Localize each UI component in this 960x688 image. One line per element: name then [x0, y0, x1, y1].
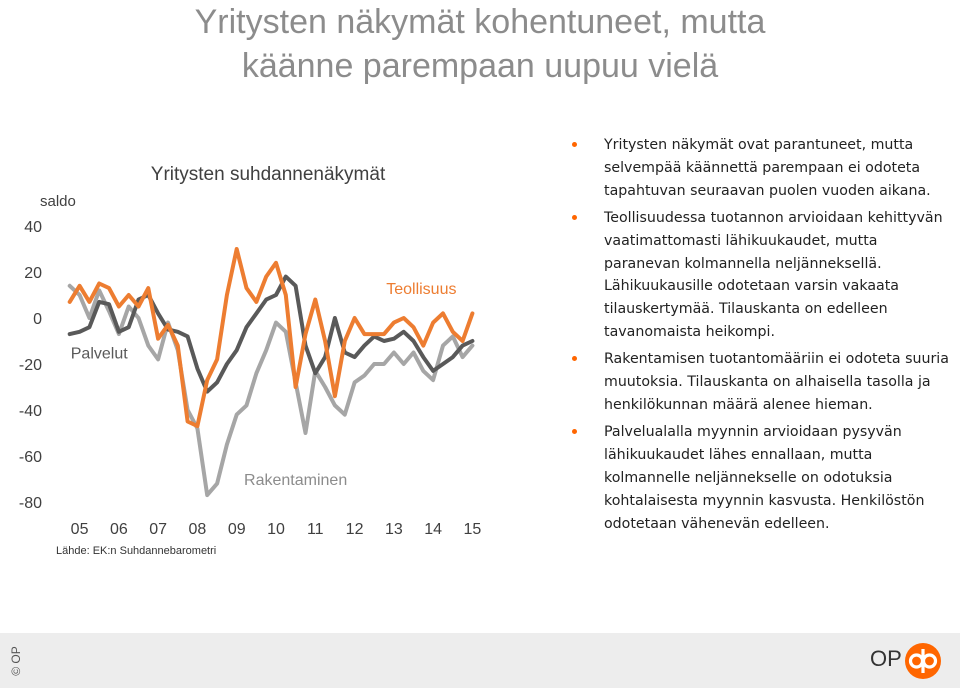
x-tick-label: 06 — [110, 521, 128, 538]
x-tick-label: 09 — [228, 521, 246, 538]
x-tick-label: 07 — [149, 521, 167, 538]
y-tick-label: -40 — [19, 403, 42, 420]
bullet-dot-icon — [572, 428, 577, 434]
y-tick-label: -60 — [19, 449, 42, 466]
bullet-text: Palvelualalla myynnin arvioidaan pysyvän… — [604, 423, 925, 532]
annotation-teollisuus: Teollisuus — [386, 281, 456, 298]
x-tick-label: 11 — [307, 521, 324, 538]
chart-title: Yritysten suhdannenäkymät — [151, 164, 386, 185]
bullet-text: Yritysten näkymät ovat parantuneet, mutt… — [604, 137, 931, 199]
series-line-teollisuus — [67, 247, 475, 429]
y-tick-label: 0 — [33, 311, 42, 328]
y-tick-label: 20 — [24, 265, 42, 282]
chart-source: Lähde: EK:n Suhdannebarometri — [56, 545, 216, 557]
y-tick-label: -80 — [19, 495, 42, 512]
annotation-palvelut: Palvelut — [71, 346, 128, 363]
x-tick-label: 08 — [189, 521, 207, 538]
x-tick-label: 10 — [267, 521, 285, 538]
footer-bar — [0, 633, 960, 688]
copyright-mark: © OP — [9, 646, 24, 676]
x-tick-label: 12 — [346, 521, 364, 538]
x-tick-label: 05 — [71, 521, 89, 538]
y-tick-label: 40 — [24, 219, 42, 236]
y-axis-ticks: 40 20 0 -20 -40 -60 -80 — [19, 219, 42, 512]
annotation-rakentaminen: Rakentaminen — [244, 472, 347, 489]
y-tick-label: -20 — [19, 357, 42, 374]
slide-title: Yritysten näkymät kohentuneet, mutta kää… — [60, 0, 900, 88]
slide-title-line-1: Yritysten näkymät kohentuneet, mutta — [194, 3, 766, 41]
bullet-item: Palvelualalla myynnin arvioidaan pysyvän… — [568, 421, 953, 536]
op-logo-text: OP — [870, 646, 902, 671]
slide-title-line-2: käänne parempaan uupuu vielä — [241, 47, 719, 85]
bullet-dot-icon — [572, 214, 577, 220]
series-lines — [67, 247, 475, 498]
op-logo-icon — [905, 643, 941, 679]
bullet-item: Rakentamisen tuotantomääriin ei odoteta … — [568, 348, 953, 417]
x-tick-label: 14 — [424, 521, 442, 538]
x-tick-label: 15 — [464, 521, 482, 538]
bullet-item: Teollisuudessa tuotannon arvioidaan kehi… — [568, 207, 953, 344]
bullet-list: Yritysten näkymät ovat parantuneet, mutt… — [568, 134, 953, 539]
bullet-text: Teollisuudessa tuotannon arvioidaan kehi… — [604, 209, 943, 341]
bullet-dot-icon — [572, 142, 577, 147]
business-outlook-chart: Yritysten suhdannenäkymät saldo 40 20 0 -20… — [19, 164, 482, 557]
bullet-item: Yritysten näkymät ovat parantuneet, mutt… — [568, 134, 953, 203]
x-axis-ticks: 05 06 07 08 09 10 11 12 13 14 15 — [71, 521, 482, 538]
y-axis-label: saldo — [40, 193, 76, 210]
bullet-text: Rakentamisen tuotantomääriin ei odoteta … — [604, 351, 949, 413]
series-annotations: Teollisuus Palvelut Rakentaminen — [71, 281, 457, 489]
x-tick-label: 13 — [385, 521, 403, 538]
series-line-rakentaminen — [67, 283, 475, 498]
bullet-dot-icon — [572, 356, 577, 362]
